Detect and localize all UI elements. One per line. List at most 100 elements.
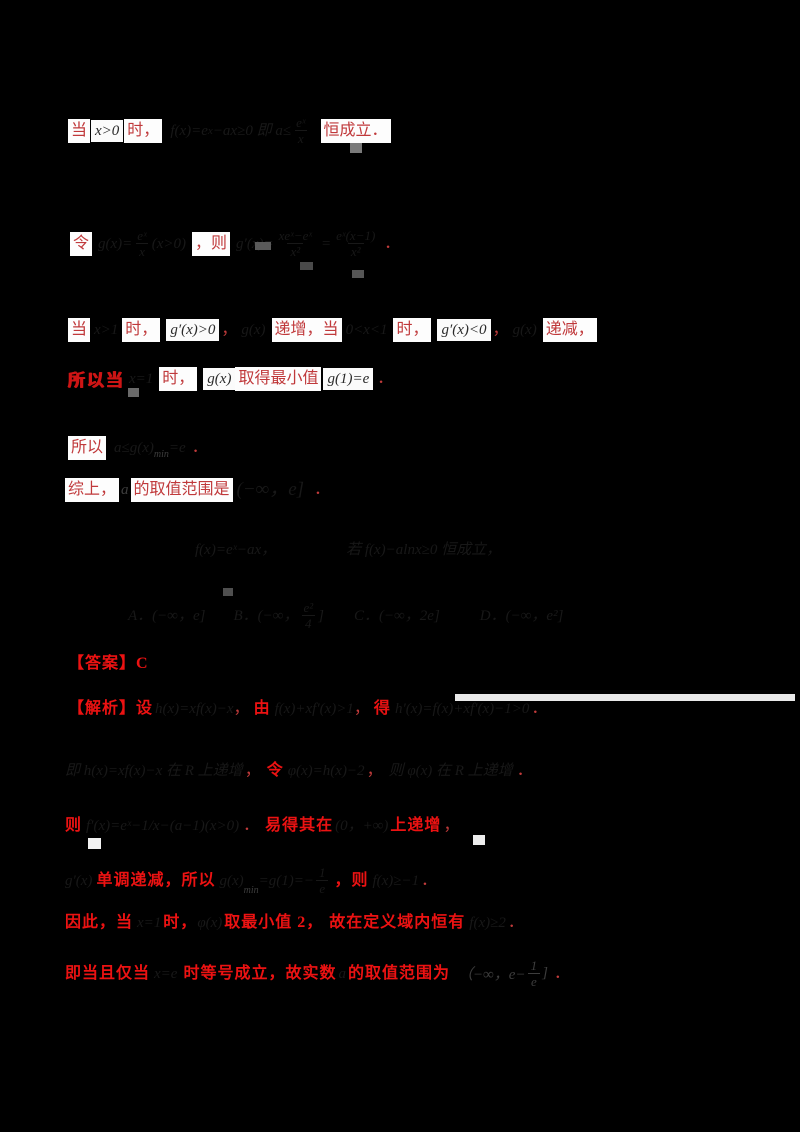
line-monotonic: 当 x>1 时， g′(x)>0， g(x) 递增，当 0<x<1 时， g′(x)<0， g(x… [68, 318, 597, 342]
formula-run: x=1 [137, 915, 162, 931]
formula-run: (0，+∞) [335, 818, 389, 834]
formula-run: x>1 [94, 322, 119, 338]
text-run-red: ． [421, 871, 438, 889]
text-run-red: 递减， [542, 318, 597, 342]
text-run-red: ． [314, 481, 331, 498]
text-run-red: 【答案】C [68, 655, 149, 672]
formula-artifact [223, 588, 233, 596]
formula-fraction: xeˣ−eˣ x² [278, 228, 313, 259]
text-run-red: ， [366, 762, 383, 779]
formula-run: h′(x)=f(x)+xf′(x)−1>0 [394, 701, 530, 717]
formula-run: min [153, 449, 169, 460]
text-run-red: ， [221, 321, 238, 338]
formula-artifact [473, 835, 485, 845]
text-run-red: 所以当 [68, 371, 125, 390]
line-conclusion: 综上， a 的取值范围是 (−∞，e] ． [65, 478, 330, 502]
line-problem-statement: f(x)=eˣ−ax， 若 f(x)−alnx≥0 恒成立， [195, 540, 501, 560]
formula-run: 即 h(x)=xf(x)−x 在 R 上递增 [65, 763, 243, 779]
formula-run: =e [168, 440, 186, 456]
text-run-red: ． [516, 762, 533, 779]
formula-run: −ax≥0 即 a≤ [212, 122, 292, 139]
text-run-red: 故在定义域内恒有 [329, 914, 466, 931]
formula-run: x=1 [129, 370, 154, 387]
text-run-red: 由 [253, 700, 271, 717]
formula-run: B．(−∞， [233, 607, 299, 624]
highlight-strip [455, 694, 795, 701]
formula-run: g′(x) [65, 872, 93, 889]
text-run-red: 当 [68, 318, 91, 342]
formula-run: f′(x)=eˣ−1/x−(a−1)(x>0) [86, 818, 240, 834]
formula-run: φ(x)=h(x)−2 [287, 763, 365, 779]
formula-run: ] [318, 607, 324, 624]
text-run-red: 易得其在 [265, 817, 334, 834]
formula-run: (x>0) [151, 235, 187, 252]
line-analysis: 【解析】设 h(x)=xf(x)−x，由 f(x)+xf′(x)>1，得 h′(x)=… [68, 698, 547, 720]
text-run-red: 递增，当 [271, 318, 342, 342]
formula-run: g(1)=e [323, 367, 374, 390]
text-run-red: ． [531, 700, 548, 717]
formula-run: ] [542, 965, 548, 981]
formula-run: g(x) [241, 322, 266, 338]
text-run-red: 恒成立． [320, 118, 391, 143]
line-condition-1: 当 x>0 时， f(x)=e x −ax≥0 即 a≤ eˣ x 恒成立． [68, 115, 391, 146]
formula-artifact [255, 242, 271, 250]
formula-artifact [128, 388, 139, 397]
formula-run: f(x)+xf′(x)>1 [274, 701, 354, 717]
text-run-red: 得 [373, 700, 391, 717]
line-choice-options: A．(−∞，e] B．(−∞， e² 4] C．(−∞，2e] D．(−∞，e²] [128, 600, 563, 631]
formula-run: φ(x) [197, 915, 223, 931]
formula-run: （−∞，e− [457, 967, 526, 983]
formula-run: A．(−∞，e] [128, 607, 206, 624]
formula-run: C．(−∞，2e] [353, 607, 440, 624]
text-run-red: ． [191, 439, 208, 456]
text-run-red: 因此，当 [65, 914, 134, 931]
formula-run: 0<x<1 [345, 322, 388, 338]
line-step-6: 即当且仅当 x=e 时等号成立，故实数 a 的取值范围为 （−∞，e− 1 e] ． [65, 958, 570, 989]
formula-run: f(x)=e [170, 122, 208, 139]
formula-run: 若 f(x)−alnx≥0 恒成立， [346, 542, 502, 558]
formula-run: f(x)≥2 [469, 915, 506, 931]
text-run-red: ，则 [334, 871, 369, 889]
text-run-red: 的取值范围是 [130, 478, 233, 502]
text-run-red: 则 [65, 817, 83, 834]
line-step-5: 因此，当 x=1 时， φ(x) 取最小值 2， 故在定义域内恒有 f(x)≥2 ． [65, 912, 524, 934]
text-run-red: 令 [70, 231, 93, 256]
formula-fraction: eˣ x [136, 228, 148, 259]
line-answer: 【答案】C [68, 653, 149, 675]
text-run-red: 即当且仅当 [65, 964, 151, 982]
formula-run: = [321, 235, 332, 252]
line-step-4: g′(x) 单调递减，所以 g(x) min =g(1)=− 1 e ，则 f(x)≥−1 ． [65, 865, 437, 896]
formula-run: g′(x)<0 [437, 319, 491, 341]
formula-run: h(x)=xf(x)−x [155, 701, 234, 717]
line-step-3: 则 f′(x)=eˣ−1/x−(a−1)(x>0) ． 易得其在 (0，+∞) 上递增， [65, 815, 459, 837]
text-run-red: ， [244, 762, 261, 779]
formula-run: g′(x)>0 [166, 319, 220, 341]
text-run-red: ． [553, 964, 570, 982]
text-run-red: 时， [124, 118, 163, 143]
text-run-red: ． [243, 817, 260, 834]
text-run-red: 时， [159, 366, 198, 391]
formula-run: min [243, 885, 259, 896]
text-run-red: ， [353, 700, 370, 717]
text-run-red: ． [377, 369, 394, 387]
line-therefore: 所以 a≤g(x) min =e ． [68, 436, 208, 460]
formula-artifact [88, 838, 101, 849]
text-run-red: ，则 [192, 231, 231, 256]
formula-run: g(x) [512, 322, 537, 338]
formula-run: 则 φ(x) 在 R 上递增 [388, 763, 513, 779]
formula-artifact [352, 270, 364, 278]
formula-fraction: eˣ x [294, 115, 307, 146]
text-run-red: 当 [68, 118, 91, 143]
line-minimum: 所以当 x=1 时， g(x) 取得最小值 g(1)=e ． [68, 366, 393, 391]
formula-run: D．(−∞，e²] [479, 607, 564, 624]
text-run-red: 【解析】设 [68, 700, 154, 717]
text-run-red: 时， [163, 914, 198, 931]
text-run-red: 时， [122, 318, 161, 342]
formula-run: =g(1)=− [258, 872, 314, 889]
text-run-red: 的取值范围为 [347, 964, 450, 982]
text-run-red: 综上， [65, 478, 120, 502]
text-run-red: 时， [393, 318, 432, 342]
